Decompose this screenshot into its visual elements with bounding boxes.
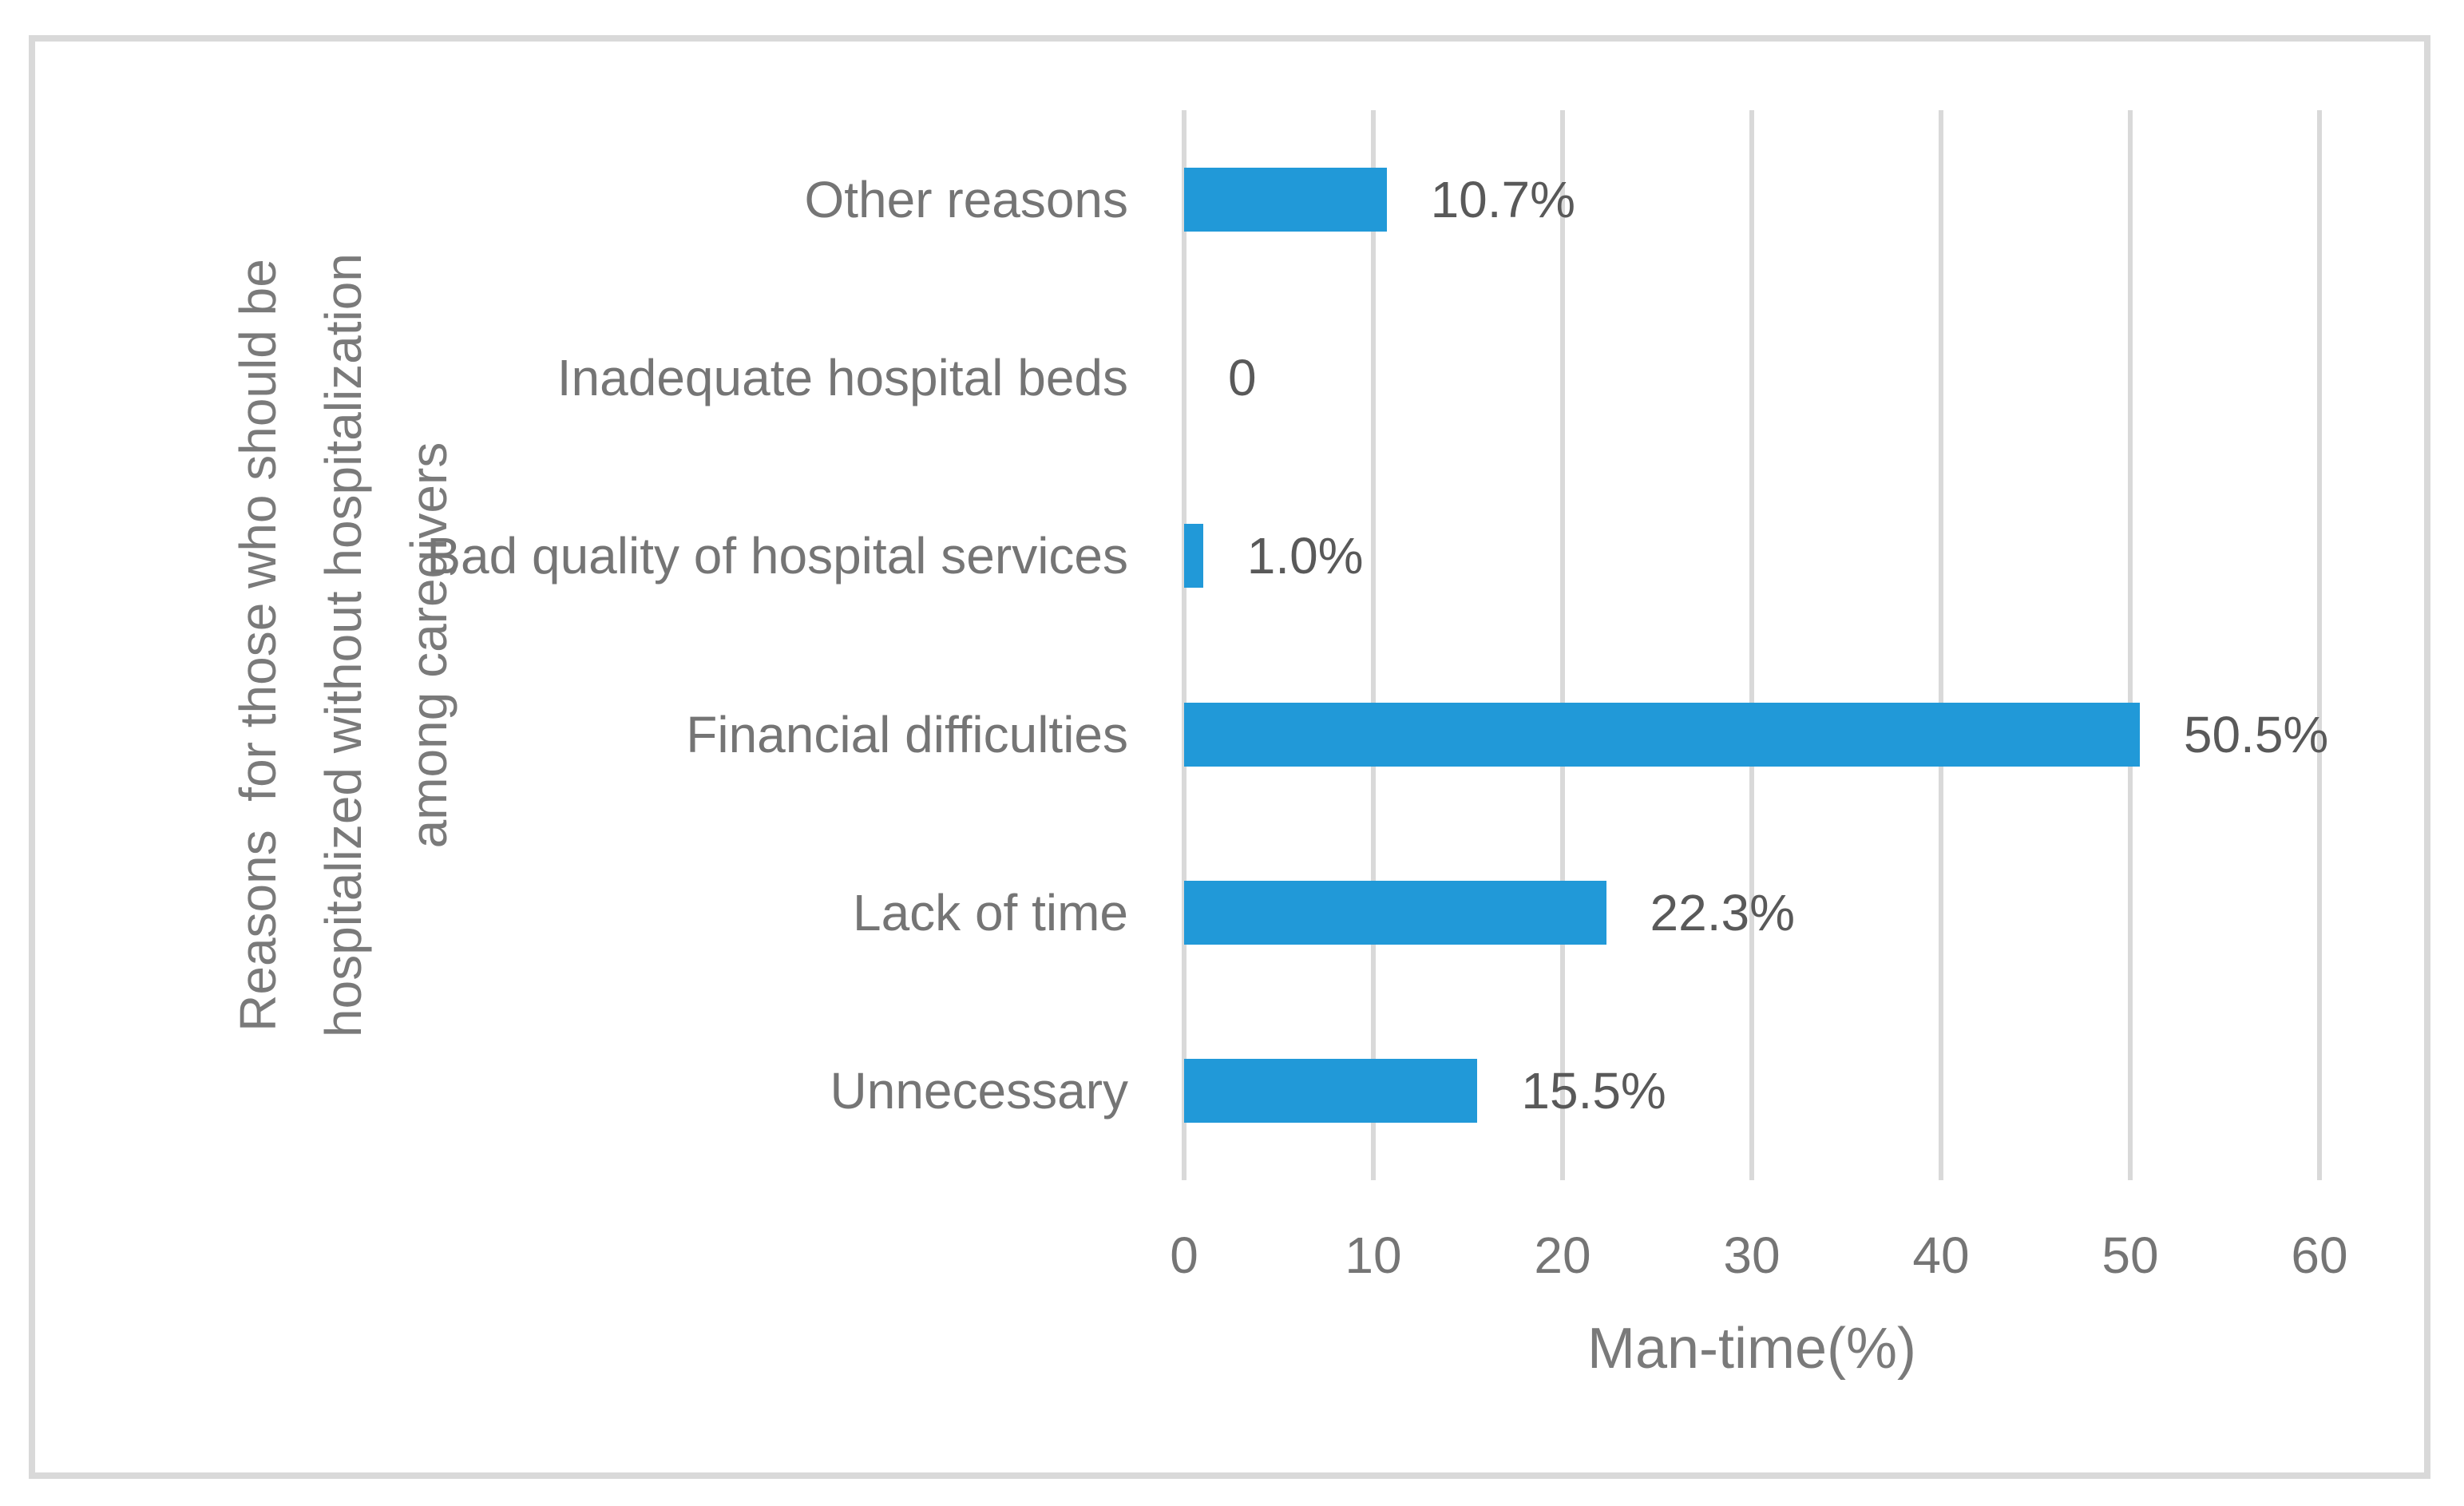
- x-tick-label-30: 30: [1723, 1227, 1781, 1284]
- category-label: Lack of time: [852, 884, 1128, 941]
- bar-bad-quality-of-hospital-services: [1184, 524, 1203, 589]
- category-label: Inadequate hospital beds: [557, 349, 1128, 406]
- gridline-x-20: [1560, 110, 1565, 1180]
- category-label: Bad quality of hospital services: [426, 527, 1128, 585]
- bar-other-reasons: [1184, 167, 1387, 232]
- gridline-x-50: [2128, 110, 2133, 1180]
- data-label: 0: [1228, 349, 1257, 406]
- gridline-x-60: [2317, 110, 2322, 1180]
- gridline-x-0: [1182, 110, 1186, 1180]
- data-label: 50.5%: [2183, 705, 2329, 763]
- x-tick-label-20: 20: [1534, 1227, 1591, 1284]
- x-tick-label-50: 50: [2102, 1227, 2159, 1284]
- category-label: Financial difficulties: [686, 705, 1128, 763]
- bar-financial-difficulties: [1184, 702, 2140, 767]
- x-tick-label-40: 40: [1912, 1227, 1970, 1284]
- data-label: 1.0%: [1246, 527, 1364, 585]
- gridline-x-40: [1939, 110, 1943, 1180]
- data-label: 10.7%: [1430, 170, 1576, 228]
- gridline-x-30: [1749, 110, 1754, 1180]
- x-tick-label-10: 10: [1345, 1227, 1402, 1284]
- bar-lack-of-time: [1184, 881, 1606, 945]
- x-tick-label-0: 0: [1170, 1227, 1198, 1284]
- category-label: Other reasons: [804, 170, 1128, 228]
- data-label: 22.3%: [1650, 884, 1795, 941]
- category-label: Unnecessary: [830, 1062, 1129, 1120]
- bar-unnecessary: [1184, 1059, 1478, 1124]
- data-label: 15.5%: [1521, 1062, 1666, 1120]
- x-tick-label-60: 60: [2291, 1227, 2348, 1284]
- gridline-x-10: [1371, 110, 1376, 1180]
- x-axis-title: Man-time(%): [1587, 1317, 1917, 1381]
